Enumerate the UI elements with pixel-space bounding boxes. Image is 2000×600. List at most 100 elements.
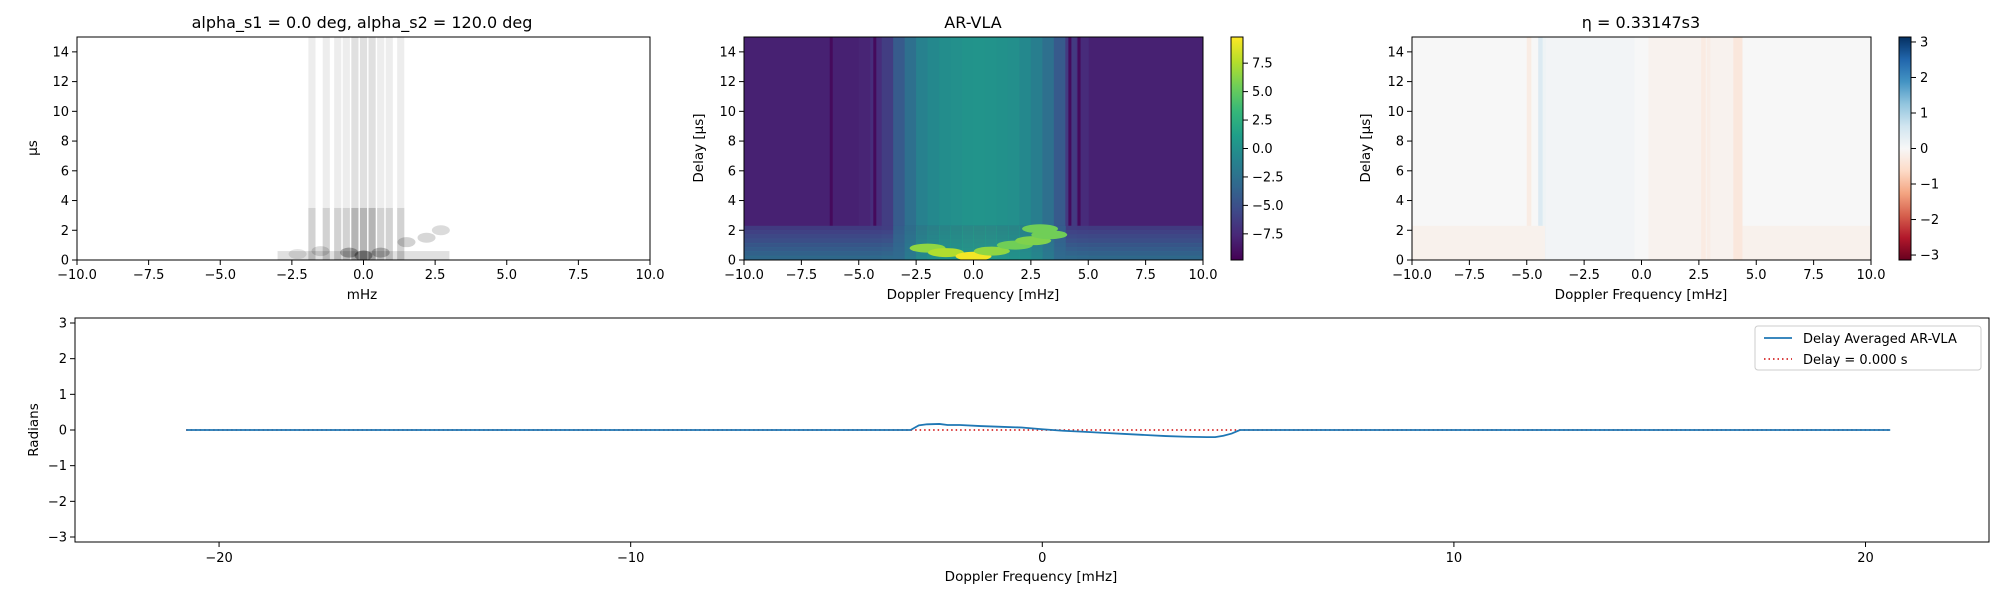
p4-y-tick-label: 0 xyxy=(59,424,67,439)
viridis-blob xyxy=(927,248,964,258)
panel-3-x-ticks: −10.0 −7.5 −5.0 −2.5 0.0 2.5 5.0 7.5 10.0 xyxy=(1392,260,1885,283)
viridis-column xyxy=(916,37,929,260)
grey-column xyxy=(359,37,368,260)
p3-x-tick-label: −10.0 xyxy=(1392,268,1432,283)
p1-x-tick-label: −7.5 xyxy=(133,268,165,283)
grey-feature xyxy=(354,250,373,260)
panel-2-xlabel: Doppler Frequency [mHz] xyxy=(887,287,1060,303)
viridis-band-spine xyxy=(893,225,906,260)
grey-column xyxy=(351,37,359,260)
p3-x-tick-label: 0.0 xyxy=(1631,268,1652,283)
p1-x-tick-label: −2.5 xyxy=(276,268,308,283)
p1-y-tick-label: 12 xyxy=(52,75,69,90)
p4-y-tick-label: −3 xyxy=(48,531,67,546)
p4-y-tick-label: 3 xyxy=(59,316,67,331)
panel-2-ylabel: Delay [µs] xyxy=(691,113,707,182)
panel-2-colorbar-ticks: 7.5 5.0 2.5 0.0 −2.5 −5.0 −7.5 xyxy=(1243,57,1284,242)
panel-intensity-greys: alpha_s1 = 0.0 deg, alpha_s2 = 120.0 deg… xyxy=(25,13,664,303)
viridis-dark-line xyxy=(829,37,833,226)
grey-column-base xyxy=(397,207,405,260)
panel-1-y-ticks: 0 2 4 6 8 10 12 14 xyxy=(52,45,77,269)
p2-y-tick-label: 2 xyxy=(728,224,736,239)
cb2-tick-label: −5.0 xyxy=(1252,199,1284,214)
legend-label-delay-zero: Delay = 0.000 s xyxy=(1803,353,1908,368)
p2-x-tick-label: 10.0 xyxy=(1189,268,1218,283)
rdbu-column xyxy=(1733,37,1743,260)
rdbu-column xyxy=(1546,37,1635,260)
p1-y-tick-label: 8 xyxy=(61,135,69,150)
panel-1-x-ticks: −10.0 −7.5 −5.0 −2.5 0.0 2.5 5.0 7.5 10.0 xyxy=(57,260,664,283)
legend: Delay Averaged AR-VLA Delay = 0.000 s xyxy=(1754,325,1982,371)
cb3-tick-label: 3 xyxy=(1920,35,1928,50)
viridis-column xyxy=(1053,37,1066,260)
grey-column xyxy=(308,37,316,260)
panel-3-colorbar xyxy=(1898,36,1912,261)
rdbu-heatmap xyxy=(1412,37,1871,260)
panel-eta-phase: η = 0.33147s3 −10.0 −7.5 −5.0 −2.5 0.0 2.5 5.0… xyxy=(1358,13,1939,303)
p3-y-tick-label: 6 xyxy=(1396,164,1404,179)
cb2-tick-label: −2.5 xyxy=(1252,170,1284,185)
p3-x-tick-label: −5.0 xyxy=(1511,268,1543,283)
p3-x-tick-label: 5.0 xyxy=(1746,268,1767,283)
cb3-tick-label: 1 xyxy=(1920,106,1928,121)
viridis-column xyxy=(1076,37,1089,260)
grey-column-base xyxy=(322,207,330,260)
grey-feature xyxy=(288,249,307,260)
viridis-column xyxy=(904,37,917,260)
p3-y-tick-label: 10 xyxy=(1387,105,1404,120)
p1-x-tick-label: −10.0 xyxy=(57,268,97,283)
grey-column-base xyxy=(334,207,342,260)
grey-column-base xyxy=(359,207,368,260)
p1-background xyxy=(77,37,650,260)
panel-1-ylabel: µs xyxy=(25,140,41,156)
p1-y-tick-label: 2 xyxy=(61,224,69,239)
grey-feature xyxy=(431,225,450,236)
grey-feature xyxy=(340,247,359,258)
greys-heatmap xyxy=(77,37,650,260)
p1-y-tick-label: 6 xyxy=(61,164,69,179)
viridis-band-spine xyxy=(916,225,929,260)
p2-y-tick-label: 6 xyxy=(728,164,736,179)
p3-x-tick-label: −7.5 xyxy=(1454,268,1486,283)
p2-x-tick-label: −10.0 xyxy=(724,268,764,283)
p4-x-tick-label: −10 xyxy=(617,551,644,566)
p2-x-tick-label: −5.0 xyxy=(843,268,875,283)
p3-x-tick-label: 10.0 xyxy=(1857,268,1886,283)
rdbu-column xyxy=(1701,37,1706,260)
p4-y-tick-label: −2 xyxy=(48,495,67,510)
viridis-column xyxy=(973,37,986,260)
grey-column xyxy=(385,37,393,260)
panel-4-xlabel: Doppler Frequency [mHz] xyxy=(945,569,1118,585)
viridis-band-spine xyxy=(973,225,986,260)
p2-y-tick-label: 4 xyxy=(728,194,736,209)
p4-x-tick-label: 20 xyxy=(1857,551,1874,566)
viridis-band-spine xyxy=(984,225,997,260)
grey-feature xyxy=(397,237,416,248)
viridis-blob xyxy=(1022,224,1059,234)
viridis-column xyxy=(1030,37,1043,260)
p4-x-tick-label: 0 xyxy=(1038,551,1046,566)
rdbu-background xyxy=(1412,37,1871,260)
p2-x-tick-label: −7.5 xyxy=(786,268,818,283)
p4-x-tick-label: 10 xyxy=(1446,551,1463,566)
grey-column-base xyxy=(308,207,316,260)
p2-y-tick-label: 12 xyxy=(719,75,736,90)
grey-column xyxy=(368,37,376,260)
grey-column xyxy=(397,37,405,260)
p1-x-tick-label: 5.0 xyxy=(496,268,517,283)
viridis-band-spine xyxy=(939,225,952,260)
p4-y-tick-label: −1 xyxy=(48,459,67,474)
grey-feature xyxy=(417,232,436,243)
p3-x-tick-label: 7.5 xyxy=(1803,268,1824,283)
p4-x-tick-label: −20 xyxy=(205,551,232,566)
p2-y-tick-label: 8 xyxy=(728,135,736,150)
p1-x-tick-label: 2.5 xyxy=(425,268,446,283)
viridis-dark-line xyxy=(1077,37,1081,226)
phase-lines xyxy=(186,423,1891,439)
rdbu-band-right xyxy=(1742,225,1871,260)
viridis-column xyxy=(1019,37,1032,260)
legend-label-delay-averaged: Delay Averaged AR-VLA xyxy=(1803,332,1957,347)
grey-feature xyxy=(311,246,330,257)
p2-x-tick-label: 5.0 xyxy=(1078,268,1099,283)
